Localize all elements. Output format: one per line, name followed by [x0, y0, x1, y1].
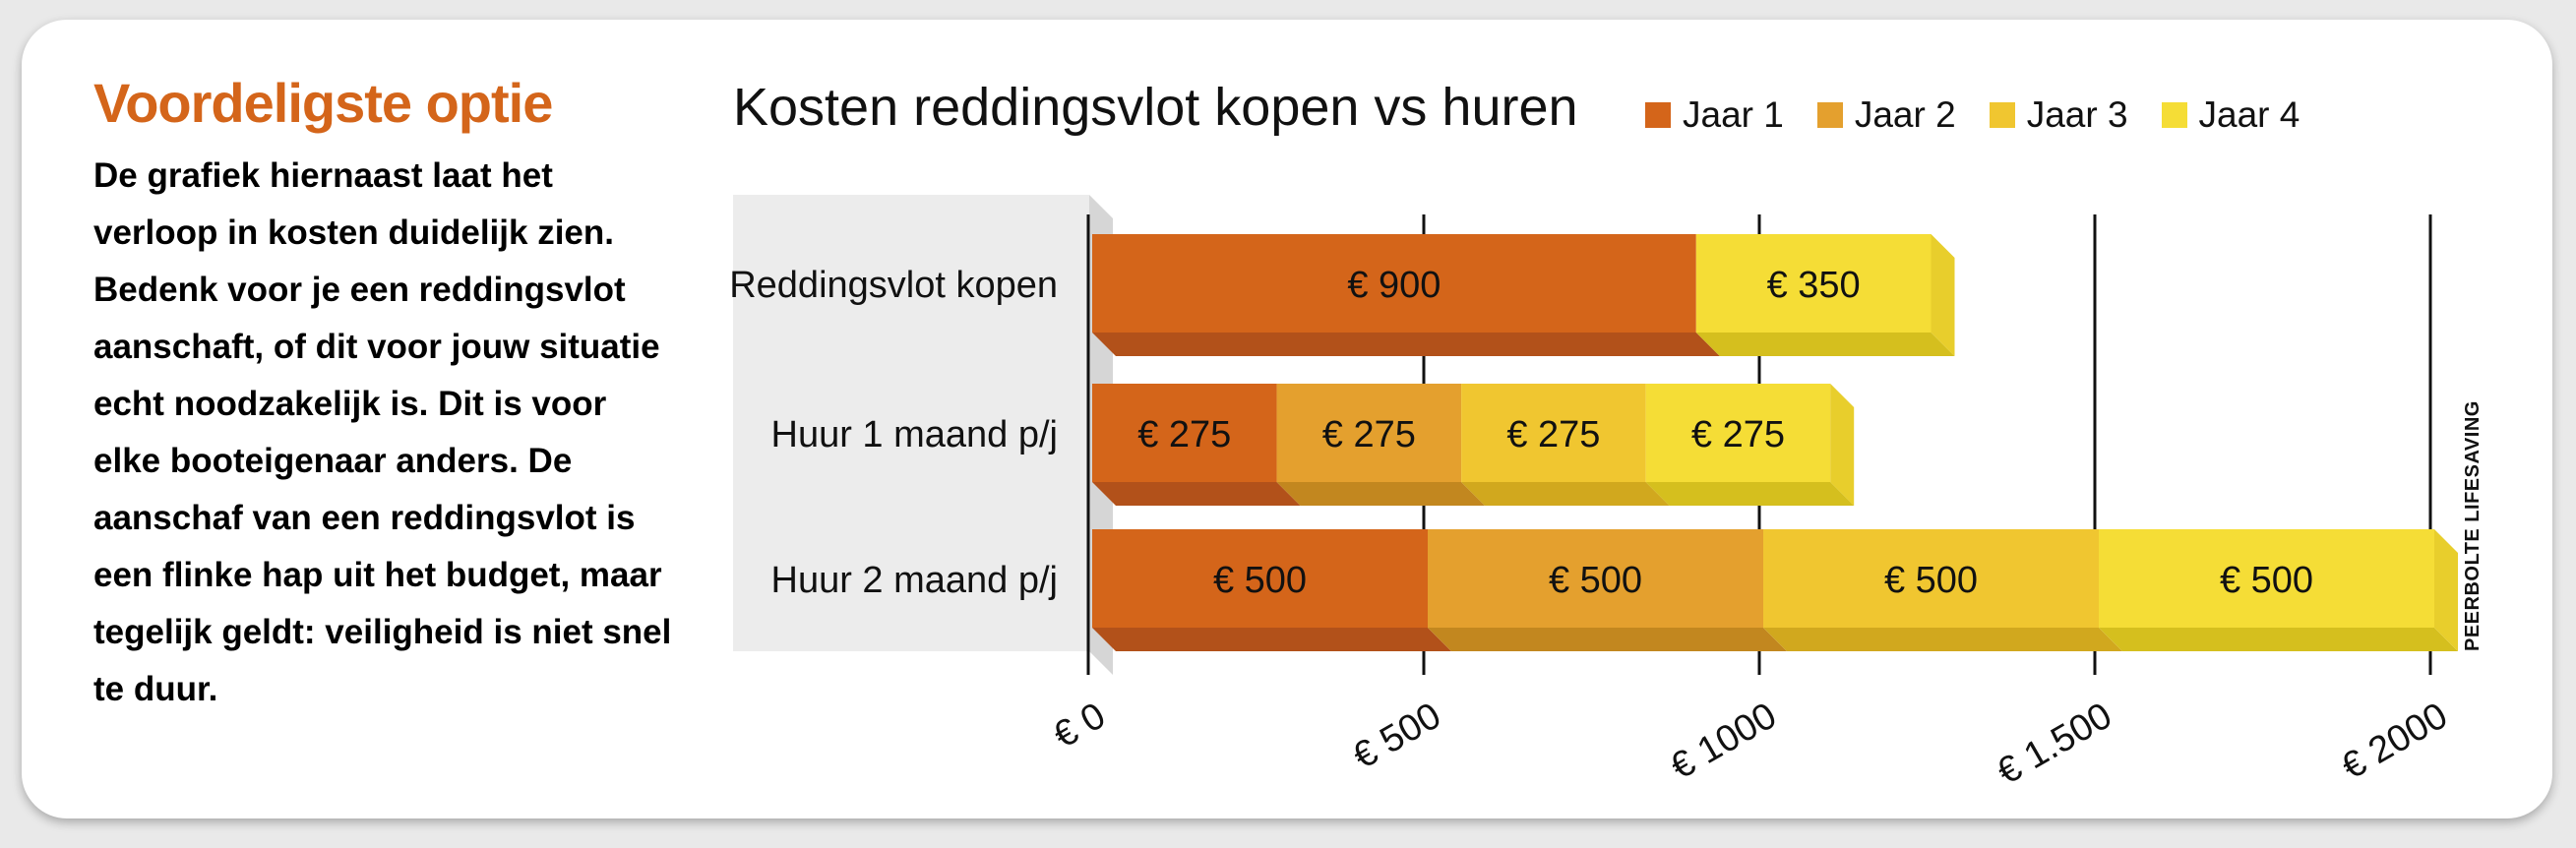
- legend-item-jaar-4: Jaar 4: [2161, 94, 2300, 136]
- bar-end-face: [2434, 529, 2458, 651]
- bar-segment-bottom: [1092, 482, 1301, 506]
- bar-end-face: [1931, 234, 1955, 356]
- data-label: € 500: [1884, 560, 1978, 601]
- legend-swatch-jaar-1: [1645, 102, 1671, 128]
- bar-segment-bottom: [1645, 482, 1855, 506]
- category-label: Reddingsvlot kopen: [729, 265, 1058, 306]
- data-label: € 275: [1322, 414, 1416, 455]
- legend-item-jaar-3: Jaar 3: [1989, 94, 2128, 136]
- legend-swatch-jaar-2: [1816, 102, 1843, 128]
- legend-swatch-jaar-4: [2161, 102, 2187, 128]
- bar-segment-bottom: [1428, 628, 1787, 651]
- legend-label-jaar-2: Jaar 2: [1854, 94, 1956, 135]
- data-label: € 275: [1506, 414, 1600, 455]
- data-label: € 350: [1767, 265, 1861, 306]
- x-tick-label: € 1.500: [1991, 695, 2119, 793]
- bar-segment-bottom: [1276, 482, 1486, 506]
- legend-label-jaar-4: Jaar 4: [2198, 94, 2300, 135]
- bar-segment: [1092, 234, 1696, 333]
- data-label: € 500: [1549, 560, 1642, 601]
- category-label: Huur 1 maand p/j: [771, 414, 1059, 455]
- bar-segment: [1695, 234, 1932, 333]
- bar-segment: [1461, 384, 1646, 482]
- data-label: € 500: [1213, 560, 1307, 601]
- bar-segment: [1276, 384, 1462, 482]
- x-tick-label: € 0: [1047, 695, 1113, 757]
- x-tick-label: € 500: [1346, 695, 1447, 777]
- bar-segment-bottom: [2099, 628, 2458, 651]
- legend-label-jaar-1: Jaar 1: [1683, 94, 1784, 135]
- bar-segment: [1763, 529, 2099, 628]
- sidebar-body-text: De grafiek hiernaast laat het verloop in…: [93, 156, 672, 708]
- data-label: € 500: [2220, 560, 2313, 601]
- chart-legend: Jaar 1 Jaar 2 Jaar 3 Jaar 4: [1645, 94, 2333, 136]
- bar-segment-bottom: [1461, 482, 1670, 506]
- bar-segment-bottom: [1695, 333, 1955, 356]
- chart-title: Kosten reddingsvlot kopen vs huren: [733, 78, 1578, 137]
- bar-segment-bottom: [1763, 628, 2122, 651]
- data-label: € 275: [1691, 414, 1785, 455]
- legend-item-jaar-2: Jaar 2: [1816, 94, 1956, 136]
- data-label: € 275: [1137, 414, 1231, 455]
- bar-segment-bottom: [1092, 628, 1451, 651]
- bar-segment: [1645, 384, 1831, 482]
- legend-swatch-jaar-3: [1989, 102, 2015, 128]
- sidebar-heading: Voordeligste optie: [93, 72, 553, 134]
- category-panel: [733, 195, 1089, 651]
- bar-end-face: [1830, 384, 1855, 506]
- bar-segment-bottom: [1092, 333, 1720, 356]
- x-tick-label: € 2000: [2335, 695, 2455, 787]
- category-label: Huur 2 maand p/j: [771, 560, 1059, 601]
- bar-segment: [1092, 529, 1428, 628]
- bar-segment: [1428, 529, 1763, 628]
- bar-segment: [1092, 384, 1277, 482]
- bar-segment: [2099, 529, 2434, 628]
- legend-item-jaar-1: Jaar 1: [1645, 94, 1784, 136]
- data-label: € 900: [1347, 265, 1441, 306]
- photo-credit: PEERBOLTE LIFESAVING: [2462, 400, 2484, 651]
- legend-label-jaar-3: Jaar 3: [2026, 94, 2128, 135]
- x-tick-label: € 1000: [1664, 695, 1784, 787]
